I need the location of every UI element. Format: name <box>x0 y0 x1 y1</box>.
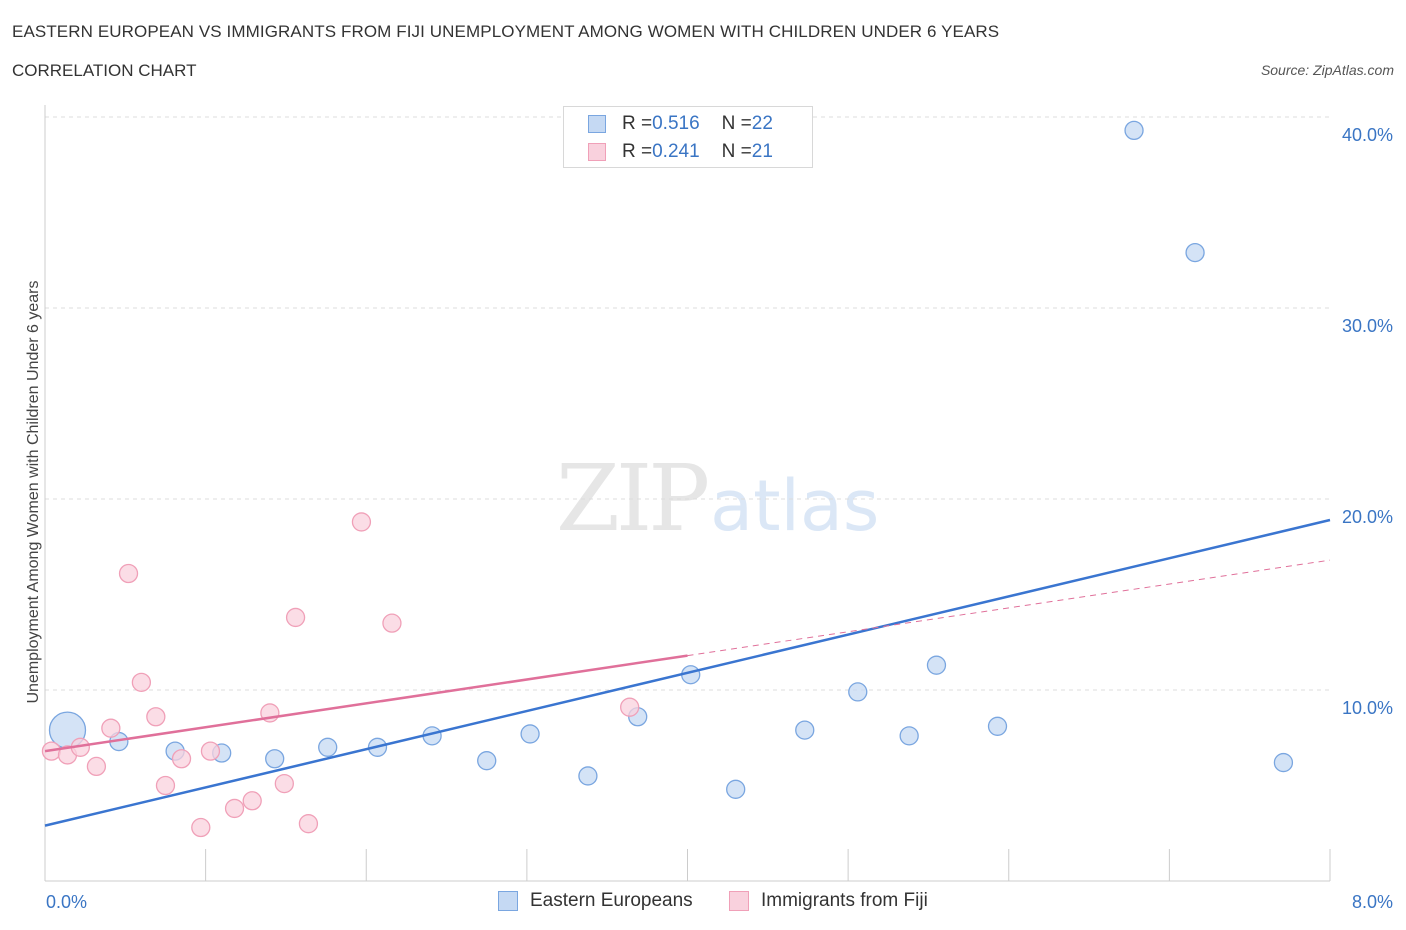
n-label: N = <box>721 141 752 162</box>
fiji-immigrant-point <box>620 697 640 717</box>
r-label: R = <box>622 113 653 134</box>
n-value: 22 <box>751 113 773 134</box>
stats-swatch-fiji <box>588 143 606 161</box>
fiji-immigrant-point <box>86 756 107 777</box>
source-label: Source: ZipAtlas.com <box>1260 62 1394 78</box>
eastern-european-point <box>1273 752 1294 773</box>
fiji-immigrant-point <box>285 607 306 628</box>
eastern-european-point <box>795 720 815 740</box>
fiji-immigrant-point <box>171 749 192 769</box>
fiji-immigrant-point <box>351 512 372 532</box>
n-value: 21 <box>751 141 773 162</box>
r-value: 0.241 <box>652 141 700 162</box>
eastern-european-trend-line <box>44 518 1331 827</box>
legend-item-immigrants-fiji[interactable]: Immigrants from Fiji <box>729 890 928 912</box>
n-label: N = <box>721 113 752 134</box>
fiji-trend-extension <box>687 559 1331 657</box>
eastern-european-point <box>318 737 338 757</box>
eastern-european-point <box>899 726 919 746</box>
fiji-immigrant-point <box>131 672 152 693</box>
fiji-immigrant-point <box>224 798 245 819</box>
y-tick-label: 40.0% <box>1342 125 1393 145</box>
y-tick-label: 10.0% <box>1342 698 1393 718</box>
fiji-immigrant-point <box>101 718 121 738</box>
eastern-european-point <box>926 655 947 675</box>
r-label: R = <box>622 141 653 162</box>
eastern-european-point <box>1185 242 1205 263</box>
chart-title: EASTERN EUROPEAN VS IMMIGRANTS FROM FIJI… <box>12 22 1000 41</box>
fiji-immigrant-point <box>191 817 211 838</box>
legend-label-eastern: Eastern Europeans <box>530 890 693 911</box>
series-legend: Eastern Europeans Immigrants from Fiji <box>0 890 1406 916</box>
y-axis-label: Unemployment Among Women with Children U… <box>25 280 42 704</box>
legend-label-fiji: Immigrants from Fiji <box>761 890 928 911</box>
watermark-atlas: atlas <box>710 465 880 547</box>
stats-legend: R = 0.516 N = 22 R = 0.241 N = 21 <box>563 106 813 168</box>
eastern-european-point <box>477 751 497 771</box>
stats-swatch-eastern <box>588 115 606 133</box>
fiji-immigrant-point <box>118 563 139 584</box>
legend-swatch-fiji <box>729 891 749 911</box>
stats-legend-row-fiji: R = 0.241 N = 21 <box>588 140 773 164</box>
eastern-european-point <box>726 779 746 799</box>
fiji-immigrant-point <box>200 741 221 761</box>
fiji-immigrant-point <box>382 613 402 633</box>
eastern-european-point <box>848 682 868 702</box>
fiji-immigrant-point <box>155 775 176 796</box>
eastern-european-point <box>578 766 598 786</box>
legend-item-eastern-europeans[interactable]: Eastern Europeans <box>498 890 693 912</box>
fiji-trend-line <box>44 654 688 753</box>
x-tick-label: 0.0% <box>46 892 87 912</box>
y-tick-label: 30.0% <box>1342 316 1393 336</box>
chart-subtitle: CORRELATION CHART <box>12 61 197 80</box>
fiji-immigrant-point <box>242 791 262 811</box>
fiji-immigrant-point <box>298 814 319 834</box>
eastern-european-point <box>1124 120 1144 141</box>
eastern-european-point <box>265 749 285 769</box>
eastern-european-point <box>987 716 1008 736</box>
fiji-immigrant-point <box>146 707 166 727</box>
stats-legend-row-eastern: R = 0.516 N = 22 <box>588 112 773 136</box>
fiji-immigrant-point <box>274 773 294 794</box>
r-value: 0.516 <box>652 113 700 134</box>
x-tick-label: 8.0% <box>1352 892 1393 912</box>
eastern-european-point <box>520 724 540 744</box>
y-tick-label: 20.0% <box>1342 507 1393 527</box>
legend-swatch-eastern <box>498 891 518 911</box>
